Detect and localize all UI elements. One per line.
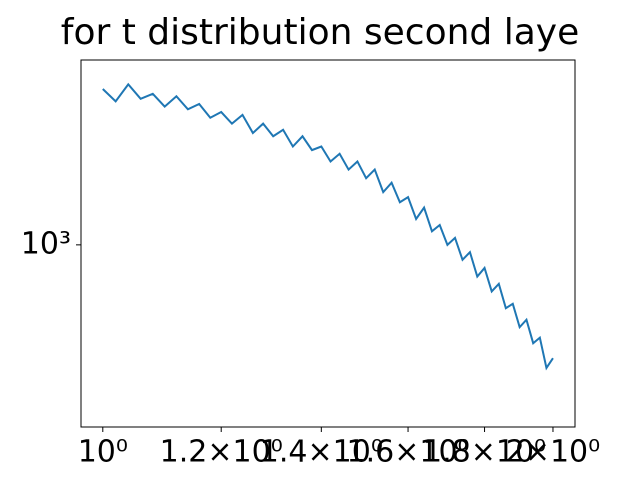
- chart-title: for t distribution second laye: [61, 12, 579, 53]
- y-tick-label: 10³: [21, 226, 71, 261]
- x-tick-label: 1.4×10⁰: [260, 435, 383, 470]
- x-tick-label: 1.8×10⁰: [423, 435, 546, 470]
- x-tick-label: 2×10⁰: [506, 435, 600, 470]
- plot-frame: [80, 59, 576, 428]
- line-series: [102, 82, 554, 371]
- x-tick-label: 1.2×10⁰: [160, 435, 283, 470]
- x-tick-label: 1.6×10⁰: [347, 435, 470, 470]
- x-tick-label: 10⁰: [78, 435, 128, 470]
